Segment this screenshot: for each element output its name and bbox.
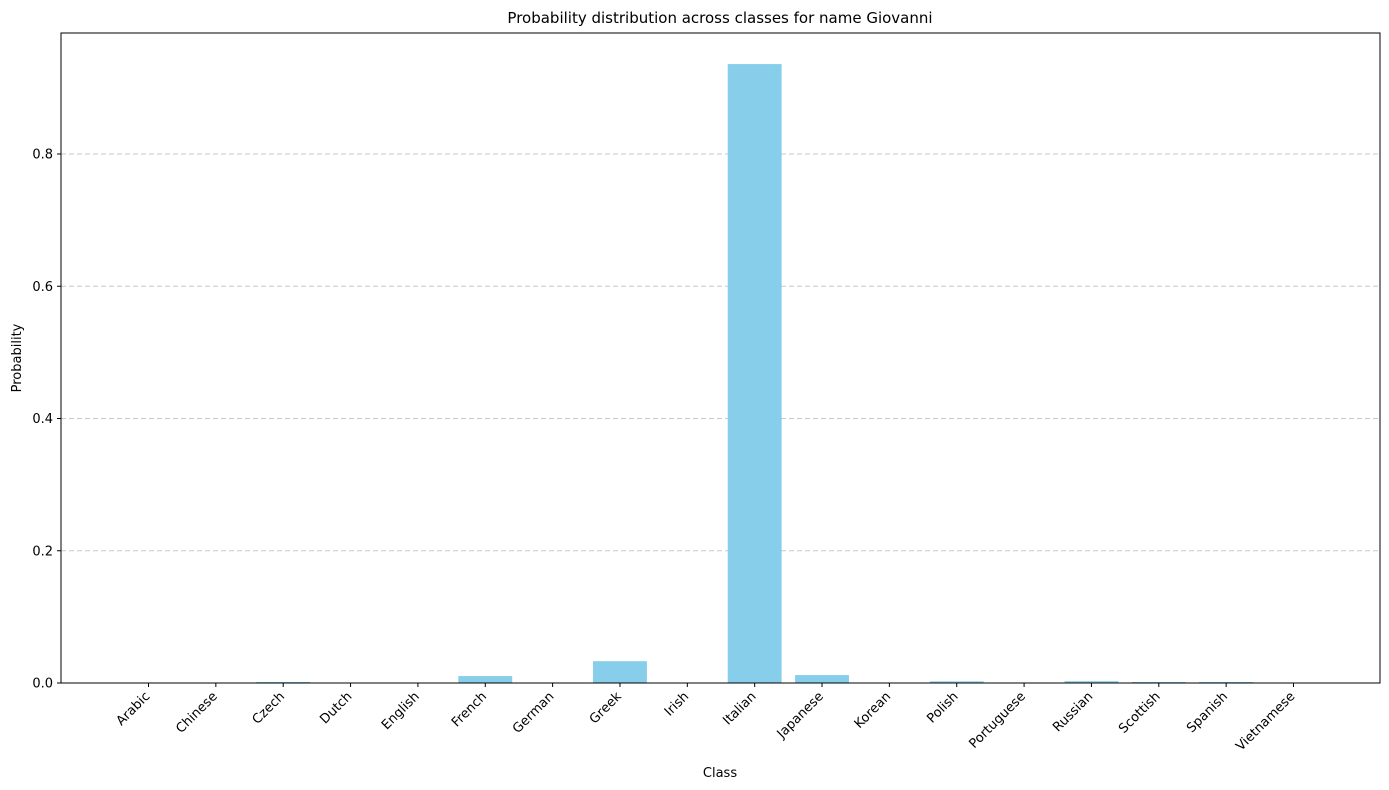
y-tick-label: 0.6 — [32, 280, 53, 295]
x-tick-label: Italian — [720, 689, 759, 728]
x-tick-label: French — [449, 689, 490, 730]
x-tick-label: Spanish — [1184, 689, 1231, 736]
bars — [121, 64, 1321, 684]
x-tick-label: Russian — [1050, 689, 1096, 735]
x-tick-label: English — [379, 689, 423, 733]
x-tick-label: Vietnamese — [1233, 689, 1298, 754]
y-tick-label: 0.2 — [32, 544, 53, 559]
x-tick-label: Irish — [662, 689, 692, 719]
x-tick-label: Dutch — [317, 689, 355, 727]
x-tick-label: Japanese — [774, 689, 827, 742]
y-tick-label: 0.0 — [32, 677, 53, 692]
y-tick-label: 0.4 — [32, 412, 53, 427]
plot-frame — [60, 32, 1381, 684]
axes: 0.0 0.2 0.4 0.6 0.8 Arabic Chinese Czech Dutch En… — [32, 32, 1381, 754]
x-tick-label: Scottish — [1116, 689, 1163, 736]
x-tick-label: Greek — [587, 689, 625, 727]
x-tick-label: Portuguese — [966, 689, 1028, 751]
x-tick-label: Arabic — [114, 689, 154, 729]
x-tick-label: Czech — [250, 689, 288, 727]
y-axis-label: Probability — [10, 323, 25, 392]
bar-russian — [1064, 681, 1119, 683]
bar-french — [458, 676, 513, 683]
bar-italian — [727, 64, 782, 684]
x-tick-label: Polish — [924, 689, 961, 726]
x-tick-label: German — [510, 689, 557, 736]
y-tick-label: 0.8 — [32, 148, 53, 163]
grid-lines — [61, 153, 1380, 552]
x-tick-label: Chinese — [173, 689, 220, 736]
x-tick-label: Korean — [852, 689, 894, 731]
chart-title: Probability distribution across classes … — [507, 9, 932, 27]
bar-greek — [593, 661, 647, 683]
bar-polish — [929, 681, 984, 683]
x-axis-label: Class — [703, 766, 737, 781]
bar-japanese — [795, 675, 849, 683]
